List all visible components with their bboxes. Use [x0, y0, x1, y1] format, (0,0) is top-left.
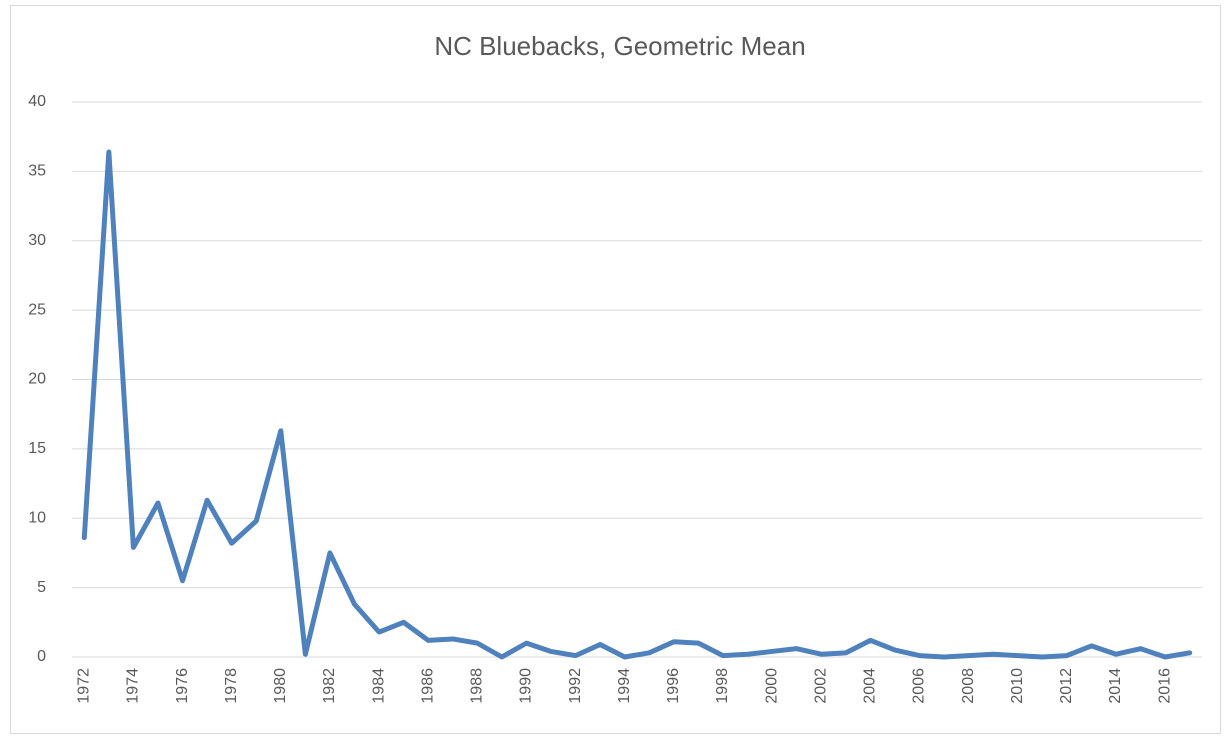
x-tick-label: 1978 — [223, 668, 240, 704]
y-tick-label: 30 — [28, 232, 46, 249]
x-tick-label: 2008 — [960, 668, 977, 704]
y-tick-label: 5 — [37, 579, 46, 596]
chart-border — [10, 5, 1221, 734]
x-tick-label: 2014 — [1107, 668, 1124, 704]
y-tick-label: 40 — [28, 93, 46, 110]
x-tick-label: 2000 — [763, 668, 780, 704]
x-tick-label: 2012 — [1058, 668, 1075, 704]
x-tick-label: 1984 — [370, 668, 387, 704]
y-tick-label: 15 — [28, 440, 46, 457]
x-tick-label: 1974 — [125, 668, 142, 704]
x-tick-label: 1980 — [272, 668, 289, 704]
x-tick-label: 2006 — [911, 668, 928, 704]
x-tick-label: 1982 — [321, 668, 338, 704]
y-tick-label: 35 — [28, 163, 46, 180]
x-tick-label: 1990 — [518, 668, 535, 704]
y-tick-label: 25 — [28, 301, 46, 318]
y-tick-label: 0 — [37, 648, 46, 665]
x-tick-label: 1992 — [567, 668, 584, 704]
y-tick-label: 20 — [28, 371, 46, 388]
x-tick-label: 2016 — [1156, 668, 1173, 704]
x-tick-label: 2010 — [1009, 668, 1026, 704]
x-tick-label: 1972 — [76, 668, 93, 704]
x-tick-label: 2002 — [812, 668, 829, 704]
x-tick-label: 1998 — [714, 668, 731, 704]
x-tick-label: 1988 — [469, 668, 486, 704]
x-tick-label: 2004 — [862, 668, 879, 704]
x-tick-label: 1994 — [616, 668, 633, 704]
y-tick-label: 10 — [28, 509, 46, 526]
x-tick-label: 1986 — [419, 668, 436, 704]
chart-title: NC Bluebacks, Geometric Mean — [434, 31, 805, 61]
data-line — [81, 149, 1193, 660]
x-tick-label: 1976 — [174, 668, 191, 704]
x-tick-label: 1996 — [665, 668, 682, 704]
